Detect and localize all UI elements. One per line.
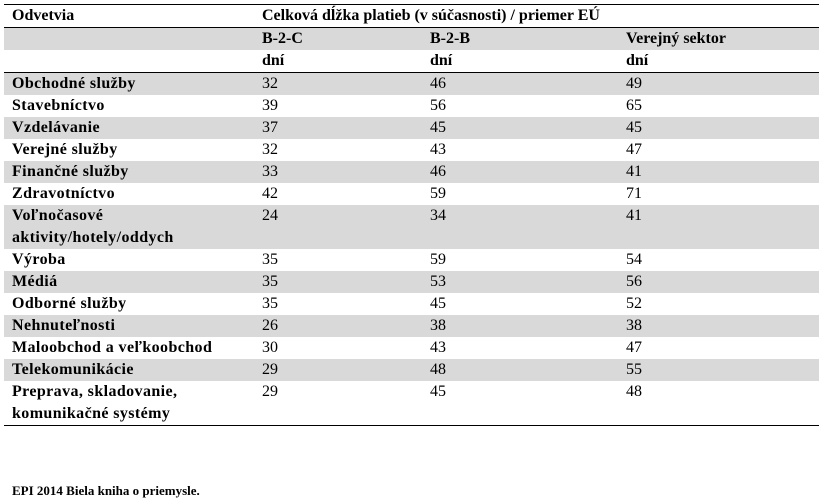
sector-name: Nehnuteľnosti — [12, 317, 116, 334]
value-public: 49 — [626, 75, 642, 92]
value-public: 48 — [626, 383, 642, 400]
value-b2c: 29 — [262, 383, 278, 400]
value-b2b: 59 — [430, 251, 446, 268]
sector-name: Verejné služby — [12, 141, 118, 158]
value-b2c: 30 — [262, 339, 278, 356]
sector-name: Médiá — [12, 273, 58, 290]
column-header-b2c: B-2-C — [262, 30, 303, 47]
table-row: Zdravotníctvo 42 59 71 — [4, 183, 819, 205]
sector-name: Stavebníctvo — [12, 97, 105, 114]
value-b2c: 26 — [262, 317, 278, 334]
table-row: Finančné služby 33 46 41 — [4, 161, 819, 183]
value-public: 47 — [626, 141, 642, 158]
value-public: 41 — [626, 207, 642, 224]
table-row: Telekomunikácie 29 48 55 — [4, 359, 819, 381]
sector-name: Telekomunikácie — [12, 361, 134, 378]
sector-name: Finančné služby — [12, 163, 129, 180]
table-row: Nehnuteľnosti 26 38 38 — [4, 315, 819, 337]
value-b2b: 38 — [430, 317, 446, 334]
value-b2b: 43 — [430, 141, 446, 158]
table-row: Odborné služby 35 45 52 — [4, 293, 819, 315]
value-b2c: 29 — [262, 361, 278, 378]
value-public: 45 — [626, 119, 642, 136]
value-b2b: 45 — [430, 383, 446, 400]
payment-duration-table: Odvetvia Celková dĺžka platieb (v súčasn… — [4, 4, 819, 426]
value-b2c: 37 — [262, 119, 278, 136]
value-b2b: 34 — [430, 207, 446, 224]
table-row: Výroba 35 59 54 — [4, 249, 819, 271]
sector-name: Zdravotníctvo — [12, 185, 115, 202]
value-b2c: 39 — [262, 97, 278, 114]
value-b2c: 32 — [262, 141, 278, 158]
unit-row: dní dní dní — [4, 50, 819, 73]
sector-name: Preprava, skladovanie, komunikačné systé… — [12, 383, 178, 422]
table-row: Vzdelávanie 37 45 45 — [4, 117, 819, 139]
value-public: 71 — [626, 185, 642, 202]
value-b2b: 53 — [430, 273, 446, 290]
table-title: Celková dĺžka platieb (v súčasnosti) / p… — [262, 7, 600, 24]
sector-name: Maloobchod a veľkoobchod — [12, 339, 213, 356]
value-public: 65 — [626, 97, 642, 114]
unit-b2c: dní — [262, 52, 285, 69]
value-public: 55 — [626, 361, 642, 378]
sector-name: Voľnočasové aktivity/hotely/oddych — [12, 207, 174, 246]
value-public: 56 — [626, 273, 642, 290]
value-b2c: 32 — [262, 75, 278, 92]
table-row: Obchodné služby 32 46 49 — [4, 73, 819, 95]
value-b2c: 33 — [262, 163, 278, 180]
column-header-b2b: B-2-B — [430, 30, 470, 47]
table-row: Verejné služby 32 43 47 — [4, 139, 819, 161]
value-b2b: 45 — [430, 295, 446, 312]
value-b2b: 43 — [430, 339, 446, 356]
sector-header: Odvetvia — [12, 7, 75, 24]
sector-name: Výroba — [12, 251, 66, 268]
value-b2c: 42 — [262, 185, 278, 202]
table-row: Stavebníctvo 39 56 65 — [4, 95, 819, 117]
value-public: 47 — [626, 339, 642, 356]
source-note: EPI 2014 Biela kniha o priemysle. — [12, 483, 200, 498]
value-public: 41 — [626, 163, 642, 180]
unit-public: dní — [626, 52, 649, 69]
table-header-row: Odvetvia Celková dĺžka platieb (v súčasn… — [4, 5, 819, 28]
value-b2c: 35 — [262, 273, 278, 290]
value-b2b: 56 — [430, 97, 446, 114]
sector-name: Vzdelávanie — [12, 119, 100, 136]
value-b2b: 46 — [430, 75, 446, 92]
value-b2c: 35 — [262, 251, 278, 268]
table-row: Médiá 35 53 56 — [4, 271, 819, 293]
sector-name: Obchodné služby — [12, 75, 136, 92]
column-header-row: B-2-C B-2-B Verejný sektor — [4, 28, 819, 50]
value-b2b: 59 — [430, 185, 446, 202]
table-row: Maloobchod a veľkoobchod 30 43 47 — [4, 337, 819, 359]
column-header-public: Verejný sektor — [626, 30, 726, 47]
value-public: 52 — [626, 295, 642, 312]
value-b2b: 45 — [430, 119, 446, 136]
table-body: Obchodné služby 32 46 49 Stavebníctvo 39 56 65 V… — [4, 73, 819, 425]
value-b2c: 24 — [262, 207, 278, 224]
sector-name: Odborné služby — [12, 295, 127, 312]
table-row: Preprava, skladovanie, komunikačné systé… — [4, 381, 819, 425]
value-b2b: 46 — [430, 163, 446, 180]
unit-b2b: dní — [430, 52, 453, 69]
table-row: Voľnočasové aktivity/hotely/oddych 24 34 41 — [4, 205, 819, 249]
value-public: 38 — [626, 317, 642, 334]
value-b2c: 35 — [262, 295, 278, 312]
value-public: 54 — [626, 251, 642, 268]
value-b2b: 48 — [430, 361, 446, 378]
